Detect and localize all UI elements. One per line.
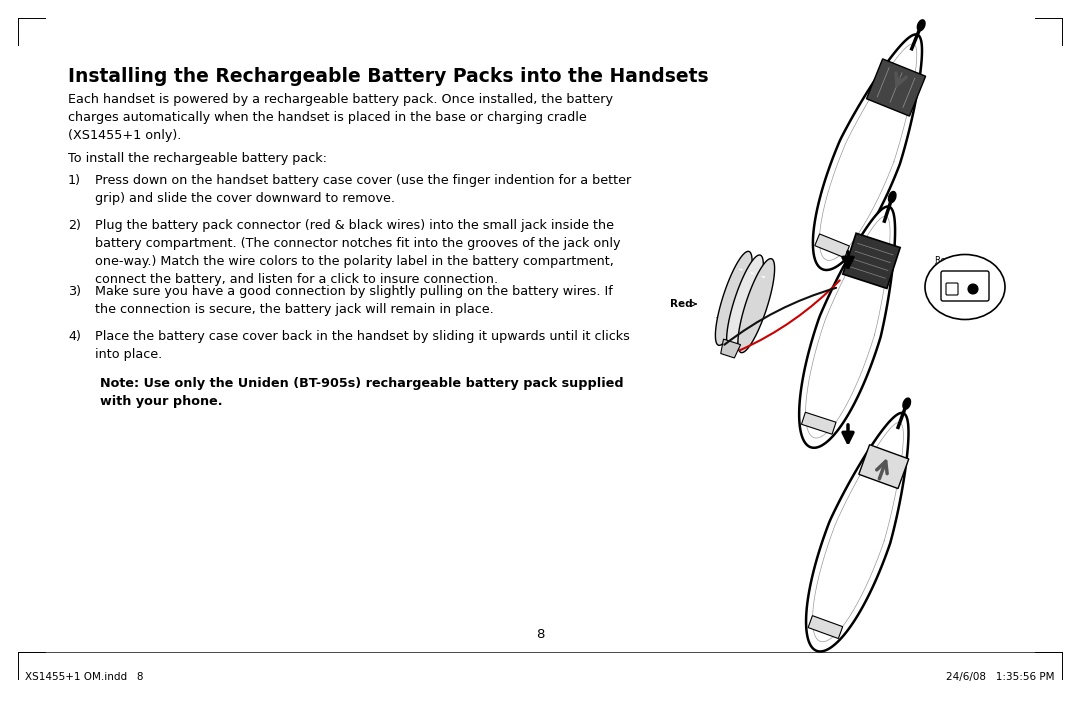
Text: Each handset is powered by a rechargeable battery pack. Once installed, the batt: Each handset is powered by a rechargeabl… [68, 93, 613, 142]
Circle shape [968, 284, 978, 294]
Polygon shape [859, 445, 908, 488]
Text: 24/6/08   1:35:56 PM: 24/6/08 1:35:56 PM [946, 672, 1055, 682]
Ellipse shape [903, 398, 910, 409]
Text: XS1455+1 OM.indd   8: XS1455+1 OM.indd 8 [25, 672, 144, 682]
Text: 3): 3) [68, 285, 81, 298]
Polygon shape [720, 339, 741, 358]
Text: Installing the Rechargeable Battery Packs into the Handsets: Installing the Rechargeable Battery Pack… [68, 67, 708, 86]
Text: Press down on the handset battery case cover (use the finger indention for a bet: Press down on the handset battery case c… [95, 174, 631, 205]
Polygon shape [806, 413, 908, 652]
Text: Place the battery case cover back in the handset by sliding it upwards until it : Place the battery case cover back in the… [95, 330, 630, 361]
Polygon shape [801, 412, 836, 435]
Polygon shape [799, 206, 895, 448]
FancyBboxPatch shape [941, 271, 989, 301]
Text: Red: Red [671, 299, 693, 309]
FancyBboxPatch shape [946, 283, 958, 295]
Text: Wire  Wire: Wire Wire [935, 263, 978, 272]
Text: Note: Use only the Uniden (BT-905s) rechargeable battery pack supplied
with your: Note: Use only the Uniden (BT-905s) rech… [100, 377, 623, 408]
Ellipse shape [889, 191, 896, 203]
Text: 2): 2) [68, 219, 81, 232]
Polygon shape [842, 233, 901, 288]
Text: Red  Black: Red Black [935, 256, 980, 265]
Text: Plug the battery pack connector (red & black wires) into the small jack inside t: Plug the battery pack connector (red & b… [95, 219, 621, 286]
Text: 1): 1) [68, 174, 81, 187]
Text: Make sure you have a good connection by slightly pulling on the battery wires. I: Make sure you have a good connection by … [95, 285, 612, 316]
Polygon shape [866, 59, 926, 116]
Text: 4): 4) [68, 330, 81, 343]
Polygon shape [727, 255, 764, 349]
Text: $\leftarrow$ Black: $\leftarrow$ Black [713, 311, 764, 323]
Polygon shape [738, 259, 774, 353]
Text: 8: 8 [536, 629, 544, 642]
Polygon shape [808, 616, 842, 639]
Polygon shape [715, 252, 752, 346]
Polygon shape [814, 234, 849, 257]
Ellipse shape [917, 20, 926, 31]
Polygon shape [813, 34, 922, 270]
Text: To install the rechargeable battery pack:: To install the rechargeable battery pack… [68, 152, 327, 165]
Ellipse shape [924, 255, 1005, 320]
